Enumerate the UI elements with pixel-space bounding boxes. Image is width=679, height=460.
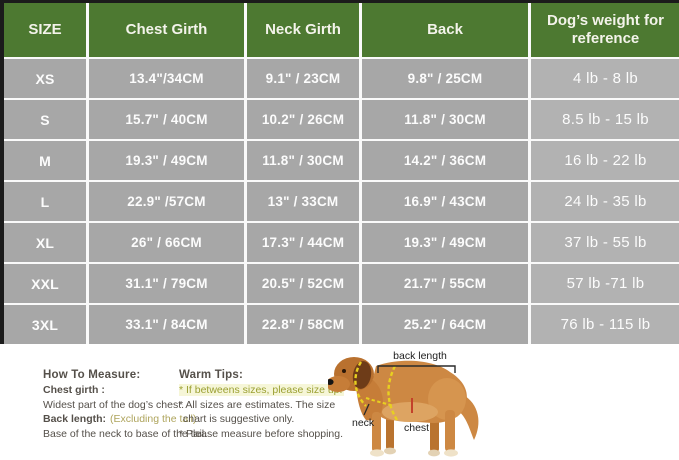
table-cell-back: 21.7" / 55CM: [362, 264, 528, 303]
table-cell-size: XS: [4, 59, 86, 98]
table-cell-back: 25.2" / 64CM: [362, 305, 528, 344]
table-cell-chest: 19.3" / 49CM: [89, 141, 244, 180]
dog-leg: [372, 412, 381, 452]
col-header-back: Back: [362, 3, 528, 57]
col-header-neck: Neck Girth: [247, 3, 359, 57]
table-cell-chest: 13.4"/34CM: [89, 59, 244, 98]
chest-girth-desc: Widest part of the dog’s chest.: [43, 398, 185, 411]
table-cell-neck: 13" / 33CM: [247, 182, 359, 221]
table-cell-weight: 37 lb - 55 lb: [531, 223, 679, 262]
neck-annotation: neck: [352, 417, 375, 429]
dog-leg: [386, 416, 394, 450]
dog-measurement-figure: back length neck chest: [328, 346, 498, 460]
tip-estimates-line2: chart is suggestive only.: [183, 413, 295, 426]
table-cell-chest: 22.9" /57CM: [89, 182, 244, 221]
warm-tips-heading: Warm Tips:: [179, 369, 243, 381]
table-cell-neck: 11.8" / 30CM: [247, 141, 359, 180]
table-cell-chest: 33.1" / 84CM: [89, 305, 244, 344]
table-cell-back: 14.2" / 36CM: [362, 141, 528, 180]
back-length-annotation: back length: [393, 350, 447, 362]
table-cell-chest: 31.1" / 79CM: [89, 264, 244, 303]
table-cell-weight: 16 lb - 22 lb: [531, 141, 679, 180]
chest-girth-line: [387, 365, 399, 421]
table-cell-weight: 24 lb - 35 lb: [531, 182, 679, 221]
dog-illustration: back length neck chest: [328, 350, 479, 457]
col-header-chest: Chest Girth: [89, 3, 244, 57]
table-cell-weight: 57 lb -71 lb: [531, 264, 679, 303]
table-cell-back: 19.3" / 49CM: [362, 223, 528, 262]
table-cell-size: L: [4, 182, 86, 221]
dog-muzzle: [328, 376, 350, 392]
how-to-measure-heading: How To Measure:: [43, 369, 141, 381]
dog-nose: [328, 379, 334, 385]
table-cell-chest: 26" / 66CM: [89, 223, 244, 262]
dog-leg: [445, 410, 455, 452]
col-header-size: SIZE: [4, 3, 86, 57]
back-length-desc: Base of the neck to base of the tail.: [43, 428, 208, 441]
size-chart-table: SIZE Chest Girth Neck Girth Back Dog’s w…: [0, 0, 679, 344]
chest-annotation: chest: [404, 422, 429, 434]
table-cell-chest: 15.7" / 40CM: [89, 100, 244, 139]
chest-girth-label: Chest girth :: [43, 383, 105, 396]
dog-haunch: [428, 378, 466, 420]
dog-leg: [430, 418, 439, 452]
table-cell-back: 16.9" / 43CM: [362, 182, 528, 221]
neck-pointer-line: [363, 403, 370, 416]
col-header-weight: Dog’s weight for reference: [531, 3, 679, 57]
back-length-label: Back length:: [43, 413, 107, 426]
table-cell-neck: 22.8" / 58CM: [247, 305, 359, 344]
dog-head: [328, 357, 374, 392]
back-length-note: (Excluding the tail): [110, 413, 197, 426]
table-cell-neck: 10.2" / 26CM: [247, 100, 359, 139]
dog-eye: [342, 369, 346, 373]
table-cell-size: 3XL: [4, 305, 86, 344]
table-cell-weight: 4 lb - 8 lb: [531, 59, 679, 98]
table-cell-size: M: [4, 141, 86, 180]
table-cell-neck: 20.5" / 52CM: [247, 264, 359, 303]
table-cell-size: XXL: [4, 264, 86, 303]
table-cell-neck: 17.3" / 44CM: [247, 223, 359, 262]
back-length-bracket: [377, 365, 456, 373]
tip-size-up: * If betweens sizes, please size up.: [179, 383, 345, 396]
warm-tips-block: Warm Tips: * If betweens sizes, please s…: [179, 368, 345, 442]
how-to-measure-block: How To Measure: Chest girth : Widest par…: [43, 368, 207, 442]
table-cell-size: S: [4, 100, 86, 139]
back-length-line: Back length: (Excluding the tail): [43, 412, 207, 427]
notes-section: How To Measure: Chest girth : Widest par…: [0, 346, 679, 460]
tip-estimates-line1: * All sizes are estimates. The size: [179, 398, 336, 411]
table-cell-weight: 76 lb - 115 lb: [531, 305, 679, 344]
harness-strap-line: [365, 397, 395, 407]
table-cell-size: XL: [4, 223, 86, 262]
tip-measure-first: * Please measure before shopping.: [179, 428, 344, 441]
table-cell-weight: 8.5 lb - 15 lb: [531, 100, 679, 139]
table-cell-neck: 9.1" / 23CM: [247, 59, 359, 98]
table-cell-back: 9.8" / 25CM: [362, 59, 528, 98]
table-cell-back: 11.8" / 30CM: [362, 100, 528, 139]
